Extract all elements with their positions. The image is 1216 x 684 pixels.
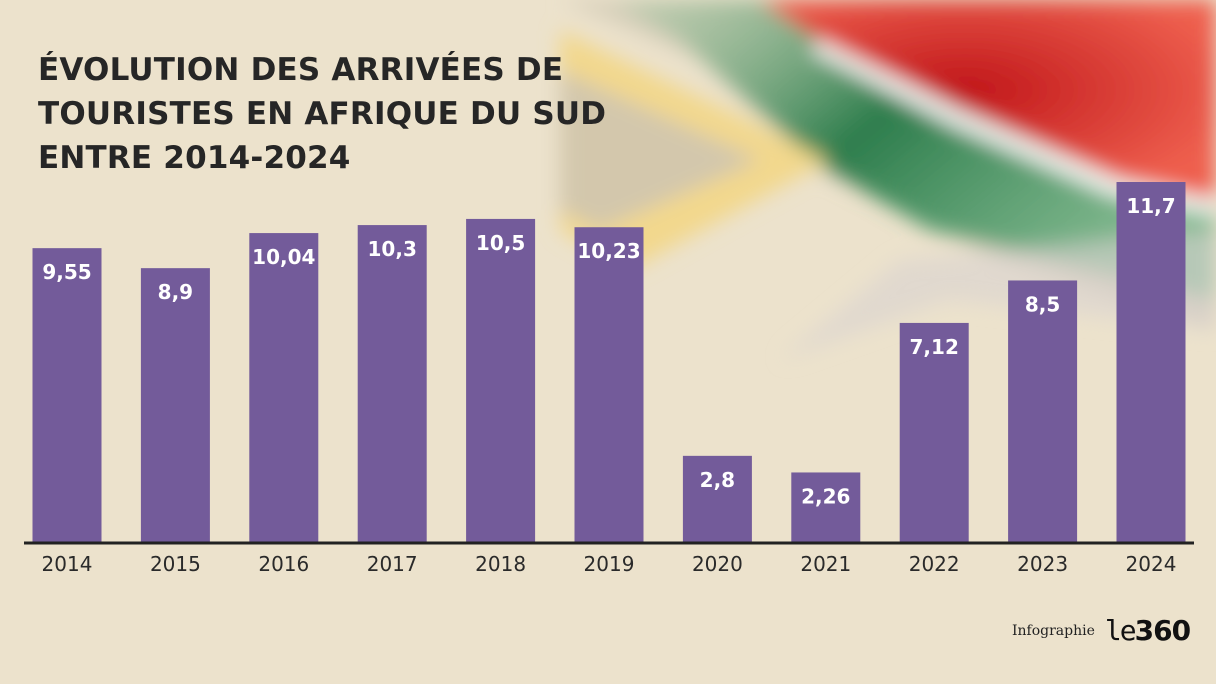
bar-value-label-2017: 10,3 xyxy=(368,237,417,261)
bar-value-label-2023: 8,5 xyxy=(1025,292,1060,316)
x-tick-2015: 2015 xyxy=(150,552,201,576)
x-tick-2019: 2019 xyxy=(584,552,635,576)
bar-2022 xyxy=(899,322,969,542)
x-tick-2021: 2021 xyxy=(800,552,851,576)
x-tick-2014: 2014 xyxy=(42,552,93,576)
x-tick-2020: 2020 xyxy=(692,552,743,576)
bar-value-label-2015: 8,9 xyxy=(158,280,193,304)
bar-value-label-2016: 10,04 xyxy=(252,245,315,269)
bar-value-label-2014: 9,55 xyxy=(42,260,91,284)
bar-2014 xyxy=(32,248,102,542)
title-line-3: ENTRE 2014-2024 xyxy=(38,140,351,176)
bar-2024 xyxy=(1116,182,1186,542)
credit-label: Infographie xyxy=(1012,623,1095,639)
title-line-2: TOURISTES EN AFRIQUE DU SUD xyxy=(38,96,607,132)
x-tick-2024: 2024 xyxy=(1126,552,1177,576)
bar-value-label-2018: 10,5 xyxy=(476,231,525,255)
bar-2017 xyxy=(357,225,427,543)
chart-title: ÉVOLUTION DES ARRIVÉES DE TOURISTES EN A… xyxy=(38,48,658,180)
bar-2019 xyxy=(574,227,644,542)
bar-2015 xyxy=(140,268,210,542)
credit: Infographie le360 xyxy=(1012,614,1191,647)
x-tick-2016: 2016 xyxy=(258,552,309,576)
bar-value-label-2019: 10,23 xyxy=(577,239,640,263)
bars-group: 9,55 8,9 10,04 10,3 10,5 10,23 2,8 2,26 7,12 8,5 1… xyxy=(32,182,1186,543)
bar-2020 xyxy=(682,455,752,542)
x-tick-labels: 2014 2015 2016 2017 2018 2019 2020 2021 2022 2023… xyxy=(42,552,1177,576)
le360-logo: le360 xyxy=(1104,614,1191,647)
bar-2021 xyxy=(791,472,861,542)
bar-2018 xyxy=(466,218,536,542)
x-tick-2023: 2023 xyxy=(1017,552,1068,576)
bar-2023 xyxy=(1008,280,1078,542)
bar-value-label-2022: 7,12 xyxy=(910,335,959,359)
bar-value-label-2024: 11,7 xyxy=(1126,194,1175,218)
x-tick-2018: 2018 xyxy=(475,552,526,576)
bar-value-label-2020: 2,8 xyxy=(700,468,735,492)
title-line-1: ÉVOLUTION DES ARRIVÉES DE xyxy=(38,52,564,88)
x-tick-2022: 2022 xyxy=(909,552,960,576)
bar-2016 xyxy=(249,233,319,543)
x-tick-2017: 2017 xyxy=(367,552,418,576)
bar-value-label-2021: 2,26 xyxy=(801,484,850,508)
